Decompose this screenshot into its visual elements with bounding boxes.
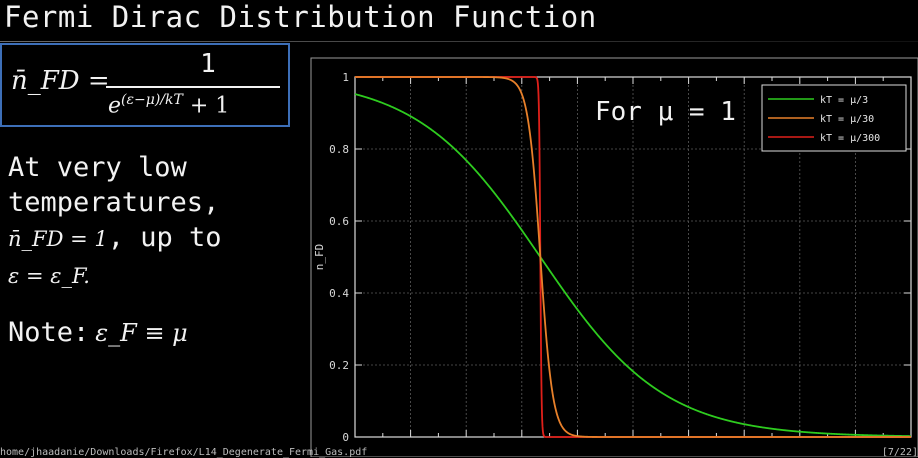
series-line-2 — [355, 76, 911, 438]
y-ticks: 0 0.2 0.4 0.6 0.8 1 — [329, 71, 911, 444]
denominator-base: e — [108, 93, 122, 119]
note: Note: ε_F ≡ μ — [8, 317, 188, 348]
formula-denominator: e(ε−μ)/kT + 1 — [108, 92, 229, 118]
series-line-1 — [354, 93, 911, 438]
note-label: Note: — [8, 317, 90, 348]
legend-entry: kT = μ/300 — [820, 133, 880, 144]
annotation: For μ = 1 — [595, 97, 736, 127]
legend-entry: kT = μ/30 — [820, 114, 874, 125]
formula-box: n̄_FD = 1 e(ε−μ)/kT + 1 — [0, 43, 290, 127]
y-tick-label: 0.6 — [329, 215, 349, 228]
series-curves — [354, 76, 911, 438]
y-tick-label: 0 — [342, 431, 349, 444]
y-axis-label: n_FD — [313, 244, 326, 271]
body-line-1: At very low — [8, 152, 187, 183]
y-tick-label: 1 — [342, 71, 349, 84]
y-tick-label: 0.4 — [329, 287, 349, 300]
y-tick-label: 0.8 — [329, 143, 349, 156]
body-line-3: n̄_FD = 1, up to — [8, 220, 222, 257]
y-tick-label: 0.2 — [329, 359, 349, 372]
body-math-nfd: n̄_FD = 1 — [8, 227, 108, 251]
denominator-tail: + 1 — [182, 93, 230, 119]
body-line-3-text: , up to — [107, 222, 222, 253]
formula-numerator: 1 — [200, 49, 216, 79]
body-text: At very low temperatures, n̄_FD = 1, up … — [8, 150, 222, 294]
annotation-text: For μ = 1 — [595, 97, 736, 127]
fraction-bar — [106, 86, 280, 88]
slide-title: Fermi Dirac Distribution Function — [4, 0, 597, 34]
title-divider — [0, 41, 918, 42]
grid — [355, 77, 911, 437]
legend: kT = μ/3 kT = μ/30 kT = μ/300 — [761, 84, 907, 152]
denominator-exponent: (ε−μ)/kT — [121, 92, 183, 108]
legend-entry: kT = μ/3 — [820, 95, 868, 106]
body-line-4: ε = ε_F. — [8, 257, 222, 294]
footer-page: [7/22] — [881, 447, 918, 458]
note-math: ε_F ≡ μ — [95, 319, 188, 347]
footer-path: home/jhaadanie/Downloads/Firefox/L14_Deg… — [0, 447, 368, 458]
body-math-epsilon: ε = ε_F. — [8, 264, 90, 288]
formula-lhs-text: n̄_FD = — [11, 66, 110, 96]
body-line-2: temperatures, — [8, 187, 220, 218]
formula-lhs: n̄_FD = — [11, 66, 110, 96]
